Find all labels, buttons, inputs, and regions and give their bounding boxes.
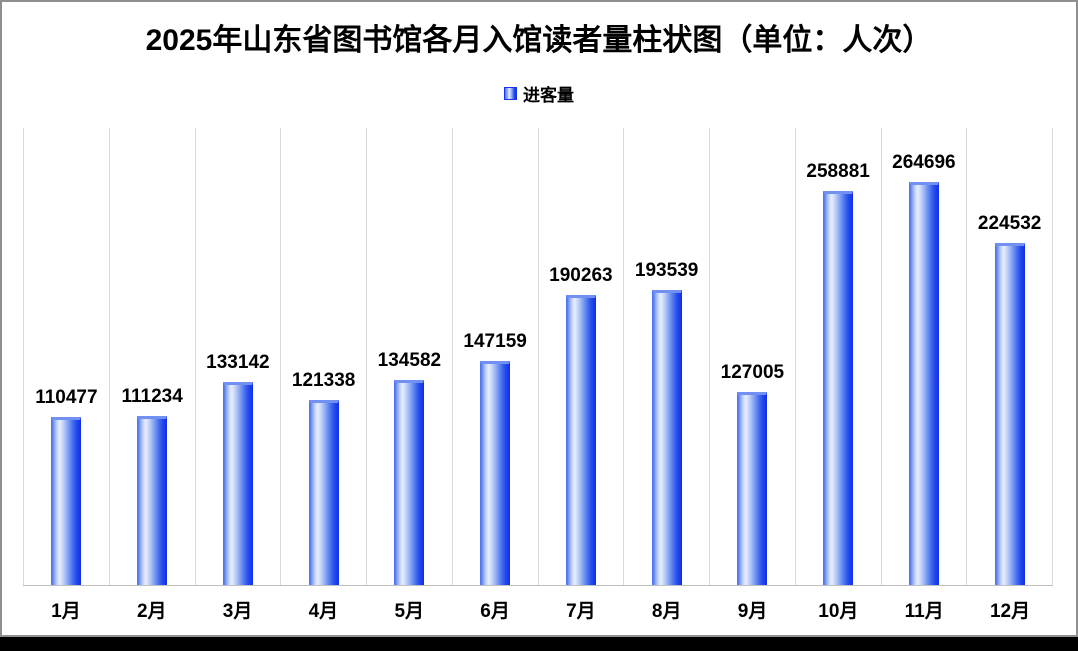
chart-window: 2025年山东省图书馆各月入馆读者量柱状图（单位：人次） 进客量 110477 1… — [0, 0, 1078, 637]
bar-10月[interactable] — [823, 191, 854, 585]
bar-column: 110477 — [23, 128, 109, 585]
bar-4月[interactable] — [308, 400, 339, 585]
x-axis-label: 10月 — [818, 601, 859, 622]
bar-value-label: 264696 — [892, 152, 956, 173]
bar-column: 193539 — [623, 128, 709, 585]
bar-1月[interactable] — [51, 417, 82, 585]
bar-2月[interactable] — [137, 416, 168, 585]
legend-item[interactable]: 进客量 — [2, 81, 1076, 106]
bar-value-label: 127005 — [720, 362, 785, 383]
x-axis-label: 8月 — [651, 601, 682, 622]
bar-value-label: 258881 — [806, 161, 870, 182]
bar-column: 127005 — [709, 128, 795, 585]
x-axis-label: 4月 — [308, 601, 339, 622]
bar-11月[interactable] — [908, 182, 939, 585]
bar-value-label: 121338 — [291, 370, 356, 391]
bar-value-label: 134582 — [377, 350, 442, 371]
x-axis-label: 5月 — [394, 601, 425, 622]
plot-area: 110477 111234 133142 121338 134582 147159 1902… — [23, 128, 1053, 586]
bar-6月[interactable] — [480, 361, 511, 585]
bar-value-label: 224532 — [977, 213, 1042, 234]
bar-column: 258881 — [794, 128, 881, 585]
bar-3月[interactable] — [222, 382, 253, 585]
x-axis-label: 3月 — [222, 601, 253, 622]
x-axis-label: 11月 — [904, 601, 944, 622]
x-axis-label: 1月 — [51, 601, 81, 622]
bar-value-label: 147159 — [463, 331, 527, 352]
bar-value-label: 110477 — [35, 387, 98, 408]
bar-value-label: 193539 — [634, 260, 699, 281]
legend-marker-icon — [504, 87, 517, 100]
bar-7月[interactable] — [565, 295, 596, 585]
bar-8月[interactable] — [651, 290, 682, 585]
bar-9月[interactable] — [737, 392, 768, 585]
bar-column: 111234 — [108, 128, 195, 585]
bar-column: 224532 — [966, 128, 1053, 585]
bar-column: 133142 — [194, 128, 281, 585]
bar-column: 134582 — [366, 128, 452, 585]
legend-label: 进客量 — [523, 86, 574, 105]
x-axis-label: 6月 — [480, 601, 510, 622]
bar-value-label: 190263 — [549, 265, 613, 286]
bar-column: 264696 — [880, 128, 967, 585]
chart-title: 2025年山东省图书馆各月入馆读者量柱状图（单位：人次） — [145, 24, 933, 57]
bar-column: 147159 — [451, 128, 538, 585]
bar-column: 190263 — [537, 128, 624, 585]
x-axis-label: 7月 — [566, 601, 596, 622]
bar-column: 121338 — [280, 128, 366, 585]
bottom-bar — [0, 637, 1078, 651]
x-axis-label: 9月 — [737, 601, 768, 622]
x-axis-label: 12月 — [989, 601, 1031, 622]
bar-value-label: 111234 — [121, 386, 183, 407]
bar-12月[interactable] — [994, 243, 1025, 585]
x-axis: 1月 2月 3月 4月 5月 6月 7月 8月 9月 10月 11月 12月 — [23, 587, 1053, 627]
bar-5月[interactable] — [394, 380, 425, 585]
bar-value-label: 133142 — [206, 352, 270, 373]
x-axis-label: 2月 — [136, 601, 167, 622]
